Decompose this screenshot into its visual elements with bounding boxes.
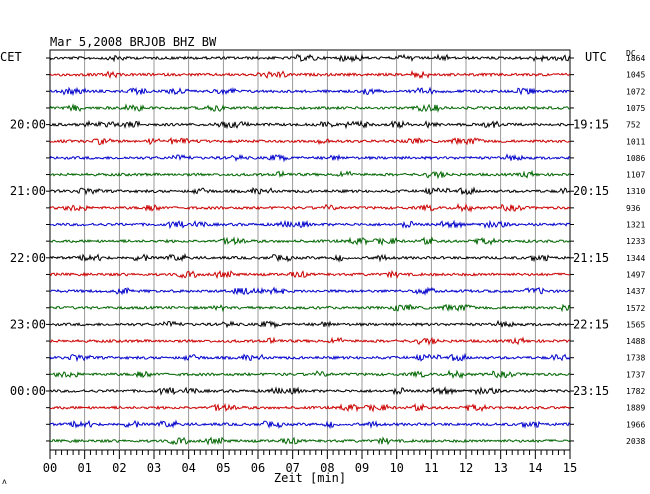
- corner-mark: ᴧ: [2, 477, 7, 486]
- utc-time-label: 21:15: [573, 251, 609, 265]
- seismic-trace: [49, 169, 571, 180]
- dc-offset-label: 1107: [626, 171, 645, 180]
- utc-time-label: 23:15: [573, 384, 609, 398]
- dc-offset-label: 1966: [626, 420, 645, 429]
- cet-time-label: 23:00: [10, 317, 46, 331]
- x-tick-label: 13: [493, 461, 507, 475]
- dc-offset-label: 1344: [626, 254, 645, 263]
- dc-offset-label: 1321: [626, 221, 645, 230]
- seismic-trace: [49, 385, 571, 396]
- x-tick-label: 14: [528, 461, 542, 475]
- seismic-trace: [49, 236, 571, 247]
- dc-offset-label: 1782: [626, 387, 645, 396]
- trace-group: [49, 53, 571, 446]
- seismic-trace: [49, 303, 571, 313]
- dc-offset-label: 1572: [626, 304, 645, 313]
- cet-time-label: 21:00: [10, 184, 46, 198]
- dc-offset-label: 1045: [626, 71, 645, 80]
- dc-offset-label: 1565: [626, 320, 645, 329]
- cet-time-label: 00:00: [10, 384, 46, 398]
- dc-offset-label: 936: [626, 204, 641, 213]
- seismic-trace: [49, 219, 571, 230]
- x-tick-label: 15: [563, 461, 577, 475]
- dc-offset-label: 1864: [626, 54, 645, 63]
- seismic-trace: [49, 419, 571, 430]
- x-axis-title: Zeit [min]: [274, 471, 346, 485]
- utc-time-label: 19:15: [573, 118, 609, 132]
- cet-time-label: 22:00: [10, 251, 46, 265]
- x-tick-label: 07: [285, 461, 299, 475]
- seismic-trace: [49, 336, 571, 346]
- seismic-trace: [49, 86, 571, 97]
- x-tick-label: 00: [43, 461, 57, 475]
- seismic-trace: [49, 269, 571, 280]
- dc-offset-label: 1011: [626, 137, 645, 146]
- seismic-trace: [49, 352, 571, 363]
- dc-column-label: DC: [626, 49, 636, 58]
- x-tick-label: 03: [147, 461, 161, 475]
- x-tick-label: 01: [77, 461, 91, 475]
- seismic-trace: [49, 53, 571, 63]
- dc-offset-label: 752: [626, 121, 641, 130]
- x-tick-label: 05: [216, 461, 230, 475]
- seismic-trace: [49, 369, 571, 380]
- dc-offset-label: 1738: [626, 354, 645, 363]
- seismic-trace: [49, 286, 571, 296]
- seismic-trace: [49, 402, 571, 413]
- dc-offset-label: 1889: [626, 404, 645, 413]
- seismic-trace: [49, 319, 571, 330]
- utc-axis-label: UTC: [585, 50, 607, 64]
- dc-offset-label: 1075: [626, 104, 645, 113]
- seismic-trace: [49, 252, 571, 263]
- dc-offset-label: 1497: [626, 270, 645, 279]
- label-group: 00 01 02 03 04 05 06 07 08 09 10 11 12 13 14 1518641045…: [10, 54, 646, 475]
- seismic-trace: [49, 186, 571, 196]
- x-tick-label: 09: [355, 461, 369, 475]
- utc-time-label: 22:15: [573, 317, 609, 331]
- seismic-trace: [49, 136, 571, 146]
- x-tick-label: 04: [181, 461, 195, 475]
- seismic-trace: [49, 69, 571, 79]
- dc-offset-label: 1488: [626, 337, 645, 346]
- dc-offset-label: 2038: [626, 437, 645, 446]
- x-tick-label: 08: [320, 461, 334, 475]
- dc-offset-label: 1310: [626, 187, 645, 196]
- seismic-trace: [49, 436, 571, 446]
- dc-offset-label: 1072: [626, 87, 645, 96]
- x-tick-label: 11: [424, 461, 438, 475]
- x-tick-label: 12: [459, 461, 473, 475]
- cet-time-label: 20:00: [10, 118, 46, 132]
- utc-time-label: 20:15: [573, 184, 609, 198]
- seismic-trace: [49, 119, 571, 130]
- dc-offset-label: 1437: [626, 287, 645, 296]
- cet-axis-label: CET: [0, 50, 22, 64]
- seismic-trace: [49, 202, 571, 213]
- dc-offset-label: 1086: [626, 154, 645, 163]
- seismic-trace: [49, 153, 571, 163]
- dc-offset-label: 1233: [626, 237, 645, 246]
- x-tick-label: 06: [251, 461, 265, 475]
- chart-title: Mar 5,2008 BRJOB BHZ BW: [50, 35, 217, 49]
- plot-grid: [46, 49, 574, 459]
- x-tick-label: 02: [112, 461, 126, 475]
- dc-offset-label: 1737: [626, 370, 645, 379]
- seismic-trace: [49, 103, 571, 113]
- x-tick-label: 10: [389, 461, 403, 475]
